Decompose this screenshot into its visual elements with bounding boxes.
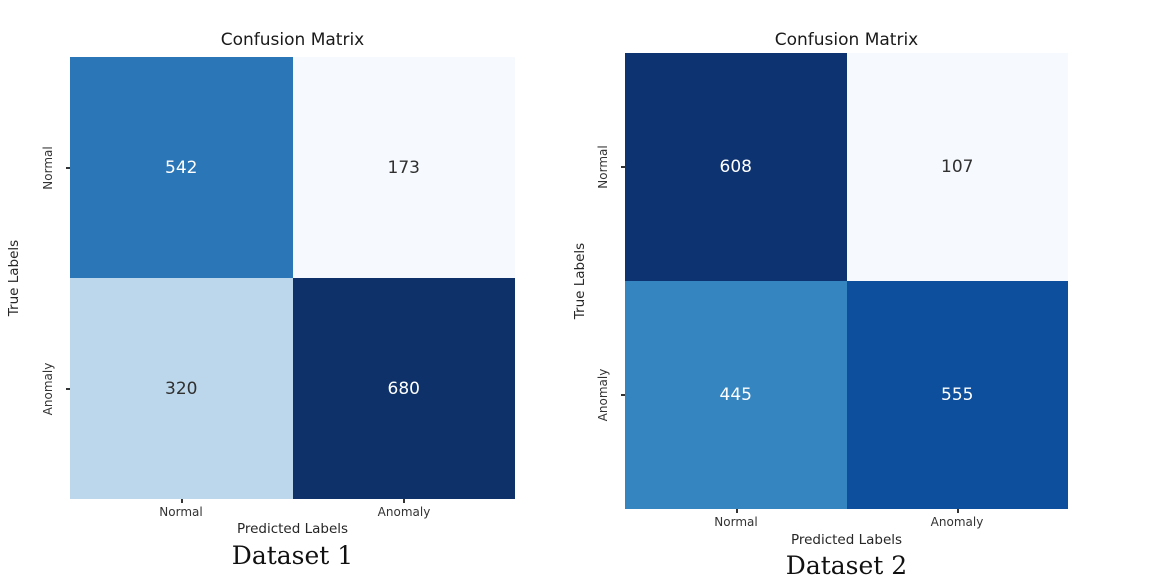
cell-true-normal-pred-normal: 542 <box>70 57 293 278</box>
y-tick-mark <box>66 388 70 390</box>
x-tick-label-anomaly: Anomaly <box>930 515 984 529</box>
cell-true-anomaly-pred-normal: 445 <box>625 281 847 509</box>
x-axis-label: Predicted Labels <box>236 521 349 537</box>
confusion-matrix-2: 608 107 445 555 <box>625 53 1068 509</box>
y-tick-label-normal: Normal <box>41 146 55 190</box>
chart-title-2: Confusion Matrix <box>774 30 919 50</box>
cell-true-normal-pred-anomaly: 107 <box>846 53 1068 281</box>
cell-true-anomaly-pred-normal: 320 <box>70 278 293 499</box>
y-axis-label: True Labels <box>572 242 588 320</box>
y-tick-mark <box>66 167 70 169</box>
cell-true-normal-pred-anomaly: 173 <box>292 57 515 278</box>
y-tick-mark <box>621 394 625 396</box>
chart-title-1: Confusion Matrix <box>220 30 365 50</box>
y-axis-label: True Labels <box>6 239 22 317</box>
x-tick-mark <box>403 499 405 503</box>
x-tick-label-normal: Normal <box>714 515 758 529</box>
y-tick-label-anomaly: Anomaly <box>596 368 610 422</box>
x-tick-mark <box>181 499 183 503</box>
y-tick-label-anomaly: Anomaly <box>41 362 55 416</box>
confusion-matrix-1: 542 173 320 680 <box>70 57 515 499</box>
cell-true-anomaly-pred-anomaly: 680 <box>292 278 515 499</box>
x-tick-mark <box>736 509 738 513</box>
x-tick-label-anomaly: Anomaly <box>377 505 431 519</box>
x-axis-label: Predicted Labels <box>790 532 903 548</box>
y-tick-label-normal: Normal <box>596 145 610 189</box>
cell-true-anomaly-pred-anomaly: 555 <box>846 281 1068 509</box>
x-tick-label-normal: Normal <box>159 505 203 519</box>
figure-caption-2: Dataset 2 <box>785 551 908 580</box>
y-tick-mark <box>621 166 625 168</box>
x-tick-mark <box>957 509 959 513</box>
cell-true-normal-pred-normal: 608 <box>625 53 847 281</box>
figure-caption-1: Dataset 1 <box>231 541 354 570</box>
